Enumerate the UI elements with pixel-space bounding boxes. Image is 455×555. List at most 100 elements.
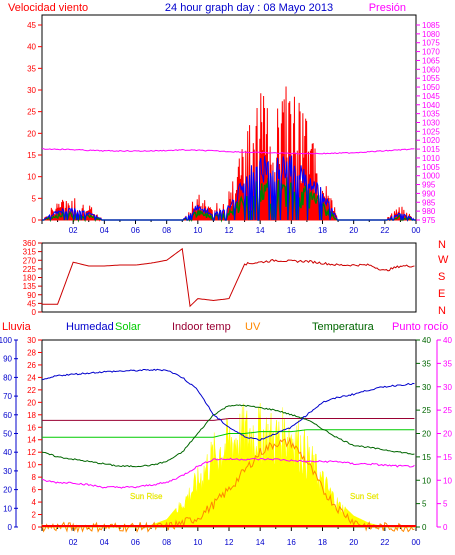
secondary-axis-label: 16 — [27, 423, 36, 432]
temperature-axis-label: 35 — [422, 359, 431, 368]
secondary-axis-label: 18 — [27, 411, 36, 420]
top-x-label: 08 — [162, 226, 171, 235]
direction-axis-label: 315 — [23, 248, 37, 257]
sunrise-label: Sun Rise — [130, 492, 163, 501]
temperature-axis-label: 5 — [422, 500, 427, 509]
bottom-x-label: 16 — [287, 538, 296, 547]
secondary-axis-label: 0 — [32, 523, 37, 532]
pressure-axis-label: 1050 — [422, 83, 440, 92]
wind-axis-label: 45 — [27, 21, 36, 30]
temperature-humidity-panel: 0102030405060708090100024681012141618202… — [0, 336, 452, 547]
temperature-axis-label: 0 — [422, 523, 427, 532]
bottom-x-label: 12 — [225, 538, 234, 547]
pressure-axis-label: 990 — [422, 189, 436, 198]
rain-axis-label: 10 — [3, 504, 12, 513]
direction-axis-label: 135 — [23, 282, 37, 291]
temperature-axis-label: 40 — [422, 336, 431, 345]
dewpoint-axis-label: 15 — [443, 453, 452, 462]
dewpoint-axis-label: 35 — [443, 359, 452, 368]
pressure-axis-label: 1030 — [422, 119, 440, 128]
indoor-temp-label: Indoor temp — [172, 321, 231, 333]
dewpoint-axis-label: 20 — [443, 430, 452, 439]
wind-axis-label: 15 — [27, 151, 36, 160]
top-x-label: 04 — [100, 226, 109, 235]
wind-axis-label: 20 — [27, 129, 36, 138]
sunset-label: Sun Set — [350, 492, 379, 501]
bottom-x-label: 10 — [193, 538, 202, 547]
rain-axis-label: 30 — [3, 467, 12, 476]
rain-axis-label: 100 — [0, 336, 13, 345]
temperature-axis-label: 20 — [422, 430, 431, 439]
pressure-axis-label: 1020 — [422, 136, 440, 145]
wind-axis-label: 5 — [32, 194, 37, 203]
temperature-series — [41, 404, 415, 468]
solar-series — [42, 429, 415, 438]
top-x-label: 06 — [131, 226, 140, 235]
pressure-series — [41, 148, 415, 155]
pressure-axis-label: 995 — [422, 181, 436, 190]
secondary-axis-label: 10 — [27, 461, 36, 470]
rain-axis-label: 60 — [3, 411, 12, 420]
dewpoint-axis-label: 30 — [443, 383, 452, 392]
uv-series — [41, 437, 415, 534]
pressure-axis-label: 980 — [422, 207, 436, 216]
secondary-axis-label: 24 — [27, 373, 36, 382]
indoor-temp-series — [42, 418, 415, 421]
top-x-label: 20 — [349, 226, 358, 235]
pressure-axis-label: 1040 — [422, 101, 440, 110]
dewpoint-label: Punto rocío — [392, 321, 448, 333]
direction-letter-south: S — [438, 271, 445, 283]
direction-axis-label: 45 — [27, 299, 36, 308]
secondary-axis-label: 4 — [32, 498, 37, 507]
dewpoint-axis-label: 5 — [443, 500, 448, 509]
temperature-axis-label: 30 — [422, 383, 431, 392]
rain-axis-label: 50 — [3, 430, 12, 439]
top-x-label: 10 — [193, 226, 202, 235]
direction-series — [42, 247, 415, 308]
dewpoint-axis-label: 10 — [443, 476, 452, 485]
temperature-axis-label: 15 — [422, 453, 431, 462]
humidity-label: Humedad — [66, 321, 114, 333]
secondary-axis-label: 22 — [27, 386, 36, 395]
bottom-x-label: 06 — [131, 538, 140, 547]
uv-label: UV — [245, 321, 261, 333]
bottom-x-label: 08 — [162, 538, 171, 547]
direction-axis-label: 360 — [23, 239, 37, 248]
rain-axis-label: 20 — [3, 486, 12, 495]
secondary-axis-label: 14 — [27, 436, 36, 445]
top-x-label: 18 — [318, 226, 327, 235]
pressure-axis-label: 975 — [422, 216, 436, 225]
direction-letter-west: W — [438, 254, 449, 266]
rain-axis-label: 70 — [3, 392, 12, 401]
temperature-axis-label: 10 — [422, 476, 431, 485]
pressure-axis-label: 1045 — [422, 92, 440, 101]
direction-axis-label: 225 — [23, 265, 37, 274]
bottom-x-label: 00 — [412, 538, 421, 547]
wind-avg-series — [42, 155, 416, 222]
top-x-label: 22 — [380, 226, 389, 235]
pressure-axis-label: 1055 — [422, 74, 440, 83]
dewpoint-axis-label: 25 — [443, 406, 452, 415]
direction-axis-label: 0 — [32, 308, 37, 317]
direction-letter-east: E — [438, 288, 445, 300]
wind-axis-label: 40 — [27, 43, 36, 52]
direction-axis-label: 180 — [23, 274, 37, 283]
bottom-x-label: 14 — [256, 538, 265, 547]
top-x-label: 02 — [69, 226, 78, 235]
dewpoint-axis-label: 40 — [443, 336, 452, 345]
secondary-axis-label: 6 — [32, 486, 37, 495]
wind-axis-label: 35 — [27, 64, 36, 73]
humidity-series — [41, 368, 415, 441]
rain-label: Lluvia — [2, 321, 32, 333]
pressure-label: Presión — [369, 2, 406, 14]
pressure-axis-label: 1010 — [422, 154, 440, 163]
bottom-x-label: 02 — [69, 538, 78, 547]
bottom-x-label: 20 — [349, 538, 358, 547]
secondary-axis-label: 12 — [27, 448, 36, 457]
pressure-axis-label: 1080 — [422, 30, 440, 39]
wind-speed-label: Velocidad viento — [8, 2, 88, 14]
wind-axis-label: 25 — [27, 108, 36, 117]
bottom-x-label: 18 — [318, 538, 327, 547]
